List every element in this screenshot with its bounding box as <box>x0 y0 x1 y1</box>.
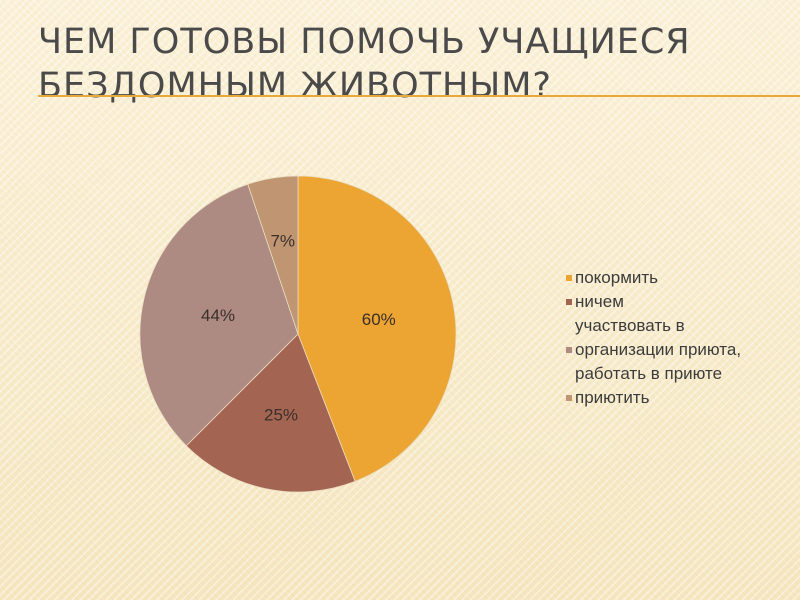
pie-data-label-2: 25% <box>264 405 298 424</box>
legend-swatch <box>566 395 572 401</box>
legend-swatch <box>566 275 572 281</box>
legend-swatch <box>566 347 572 353</box>
slide-title: Чем готовы помочь учащиеся бездомным жив… <box>38 22 691 106</box>
pie-data-label-3: 44% <box>201 306 235 325</box>
legend-item-4: приютить <box>566 386 796 410</box>
title-underline <box>38 95 800 97</box>
legend-item-3: организации приюта, работать в приюте <box>566 338 796 386</box>
legend-label: покормить <box>575 268 659 287</box>
legend-swatch <box>566 299 572 305</box>
legend-item-2: ничем участвовать в <box>566 290 796 338</box>
pie-slice-3 <box>139 183 299 447</box>
legend-label: ничем участвовать в <box>575 292 685 335</box>
legend-label: приютить <box>575 388 650 407</box>
pie-data-label-1: 60% <box>362 310 396 329</box>
pie-slice-4 <box>247 175 299 335</box>
pie-slice-1 <box>297 175 457 482</box>
chart-legend: покормить ничем участвовать в организации … <box>566 266 796 410</box>
pie-slice-2 <box>185 333 356 493</box>
legend-label: организации приюта, работать в приюте <box>575 340 742 383</box>
pie-data-label-4: 7% <box>270 231 295 250</box>
legend-item-1: покормить <box>566 266 796 290</box>
